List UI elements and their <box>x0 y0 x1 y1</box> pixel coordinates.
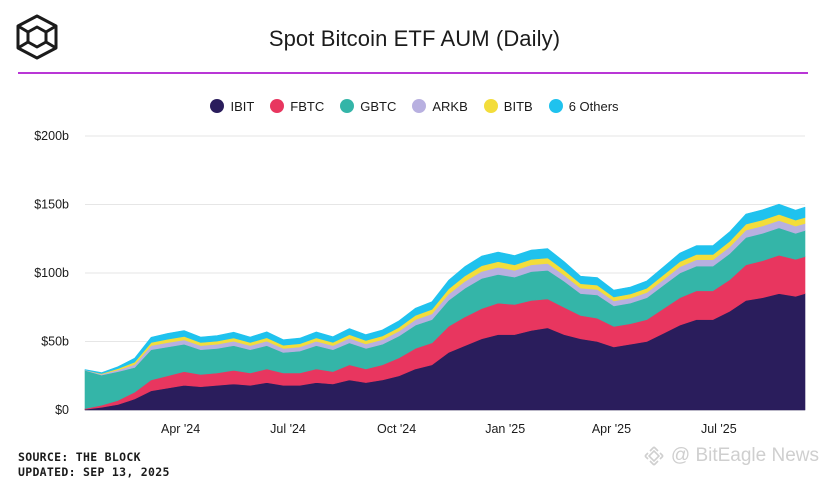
legend-swatch <box>340 99 355 113</box>
legend-label: IBIT <box>230 98 255 114</box>
chart-legend: IBIT FBTC GBTC ARKB BITB 6 Others <box>0 96 829 116</box>
legend-swatch <box>210 99 225 113</box>
legend-label: 6 Others <box>568 98 619 114</box>
chart-plot: $0 $50b $100b $150b $200b Apr '24 Jul '24 Oct '… <box>34 129 806 436</box>
legend-item: ARKB <box>412 96 468 116</box>
area-series-6-others <box>84 203 806 374</box>
legend-item: FBTC <box>270 96 324 116</box>
legend-item: IBIT <box>210 96 254 116</box>
y-tick-label: $100b <box>34 266 69 280</box>
header-divider <box>18 72 808 74</box>
legend-swatch <box>483 99 498 113</box>
x-tick-label: Apr '25 <box>592 422 631 436</box>
watermark-text: @ BitEagle News <box>670 445 819 466</box>
chart-title: Spot Bitcoin ETF AUM (Daily) <box>268 26 561 51</box>
source-text: SOURCE: THE BLOCK <box>18 450 141 464</box>
x-tick-label: Oct '24 <box>377 422 416 436</box>
x-tick-label: Jul '25 <box>701 422 737 436</box>
x-tick-label: Jan '25 <box>485 422 525 436</box>
legend-label: ARKB <box>432 98 468 114</box>
legend-label: GBTC <box>360 98 397 114</box>
legend-swatch <box>412 99 427 113</box>
watermark: @ BitEagle News <box>643 445 819 467</box>
legend-swatch <box>548 99 563 113</box>
legend-label: BITB <box>503 98 533 114</box>
legend-item: BITB <box>483 96 533 116</box>
y-tick-label: $150b <box>34 198 69 212</box>
legend-item: GBTC <box>340 96 396 116</box>
chart-footer: SOURCE: THE BLOCK UPDATED: SEP 13, 2025 <box>18 450 170 480</box>
y-tick-label: $50b <box>41 335 69 349</box>
x-tick-label: Apr '24 <box>161 422 200 436</box>
binance-diamond-icon <box>644 446 664 466</box>
legend-swatch <box>270 99 285 113</box>
the-block-logo-icon <box>16 14 58 60</box>
y-tick-label: $200b <box>34 129 69 143</box>
y-tick-label: $0 <box>55 403 69 417</box>
legend-label: FBTC <box>290 98 325 114</box>
updated-text: UPDATED: SEP 13, 2025 <box>18 465 170 479</box>
x-tick-label: Jul '24 <box>270 422 306 436</box>
legend-item: 6 Others <box>548 96 619 116</box>
